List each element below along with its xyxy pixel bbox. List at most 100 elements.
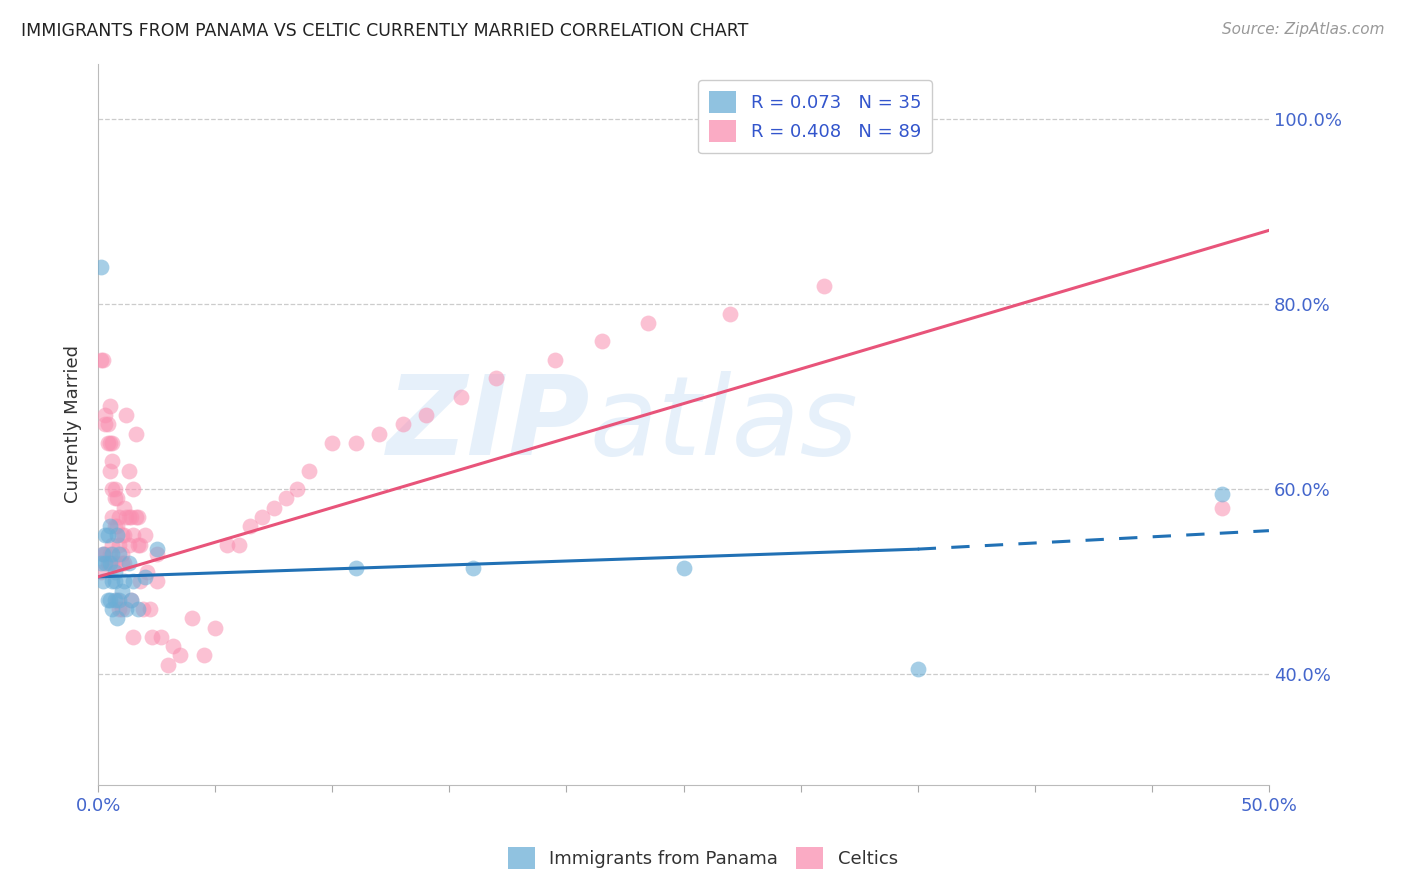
Point [101,482,124,496]
Point [122,482,145,496]
Point [101,547,124,561]
Point [89,566,111,580]
Point [94,408,117,422]
Point [105,611,128,625]
Point [228,537,250,551]
Point [461,560,484,574]
Point [321,436,343,450]
Point [94,547,117,561]
Point [101,454,124,468]
Point [591,334,613,349]
Point [129,537,152,551]
Point [101,537,124,551]
Point [103,566,125,580]
Text: Source: ZipAtlas.com: Source: ZipAtlas.com [1222,22,1385,37]
Point [544,352,567,367]
Point [91,352,114,367]
Point [108,593,131,607]
Point [103,482,125,496]
Point [215,537,238,551]
Point [907,662,929,676]
Point [110,556,132,570]
Legend: Immigrants from Panama, Celtics: Immigrants from Panama, Celtics [501,839,905,876]
Point [141,630,163,644]
Point [250,509,273,524]
Point [110,602,132,616]
Point [138,602,160,616]
Point [134,528,156,542]
Point [98,547,121,561]
Point [98,556,121,570]
Point [110,547,132,561]
Point [145,547,167,561]
Point [94,528,117,542]
Point [98,593,121,607]
Point [108,602,131,616]
Point [637,316,659,330]
Point [98,519,121,533]
Text: IMMIGRANTS FROM PANAMA VS CELTIC CURRENTLY MARRIED CORRELATION CHART: IMMIGRANTS FROM PANAMA VS CELTIC CURRENT… [21,22,748,40]
Point [98,436,121,450]
Point [108,547,131,561]
Point [89,352,111,367]
Point [94,417,117,432]
Point [101,556,124,570]
Point [112,574,135,589]
Point [96,436,118,450]
Y-axis label: Currently Married: Currently Married [65,345,82,503]
Point [136,566,159,580]
Point [169,648,191,663]
Point [391,417,413,432]
Point [813,278,835,293]
Point [101,602,124,616]
Point [112,556,135,570]
Point [120,509,142,524]
Point [103,556,125,570]
Point [124,426,146,441]
Point [115,509,138,524]
Point [127,537,149,551]
Point [96,556,118,570]
Point [91,547,114,561]
Point [344,436,367,450]
Point [718,306,741,320]
Point [131,602,153,616]
Point [112,528,135,542]
Point [89,260,111,275]
Point [127,602,149,616]
Point [98,464,121,478]
Point [98,399,121,413]
Point [110,583,132,598]
Point [108,537,131,551]
Point [91,574,114,589]
Point [157,657,180,672]
Text: atlas: atlas [591,371,859,478]
Point [108,509,131,524]
Point [485,371,508,385]
Point [101,509,124,524]
Legend: R = 0.073   N = 35, R = 0.408   N = 89: R = 0.073 N = 35, R = 0.408 N = 89 [699,80,932,153]
Point [105,528,128,542]
Point [263,500,285,515]
Point [96,528,118,542]
Point [162,639,184,653]
Point [103,491,125,506]
Point [134,570,156,584]
Point [96,417,118,432]
Point [298,464,321,478]
Point [150,630,173,644]
Point [239,519,262,533]
Point [103,519,125,533]
Point [285,482,308,496]
Point [122,528,145,542]
Point [145,542,167,557]
Point [96,593,118,607]
Point [89,556,111,570]
Point [105,491,128,506]
Point [127,509,149,524]
Point [105,519,128,533]
Point [115,408,138,422]
Point [112,500,135,515]
Point [672,560,695,574]
Point [450,390,472,404]
